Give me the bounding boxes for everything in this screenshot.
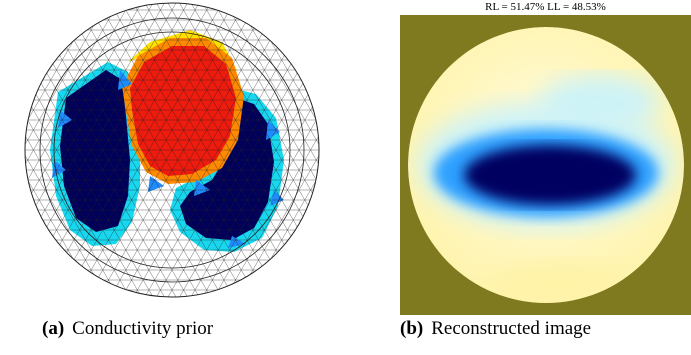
recon-title: RL = 51.47% LL = 48.53% xyxy=(485,1,606,13)
caption-text: Reconstructed image xyxy=(431,318,592,339)
reconstructed-image xyxy=(400,15,691,315)
caption-b: (b) Reconstructed image xyxy=(400,318,591,340)
caption-text: Conductivity prior xyxy=(72,318,214,339)
conductivity-prior-mesh xyxy=(24,2,320,298)
figure-panel-b: RL = 51.47% LL = 48.53% (b) Reconstructed… xyxy=(400,0,691,339)
caption-tag: (a) xyxy=(42,318,65,339)
caption-a: (a) Conductivity prior xyxy=(42,318,213,340)
recon-core xyxy=(464,145,636,205)
heart-region xyxy=(122,30,244,184)
caption-tag: (b) xyxy=(400,318,424,339)
recon-halo-upper xyxy=(540,75,660,131)
figure-panel-a: (a) Conductivity prior xyxy=(0,0,345,339)
